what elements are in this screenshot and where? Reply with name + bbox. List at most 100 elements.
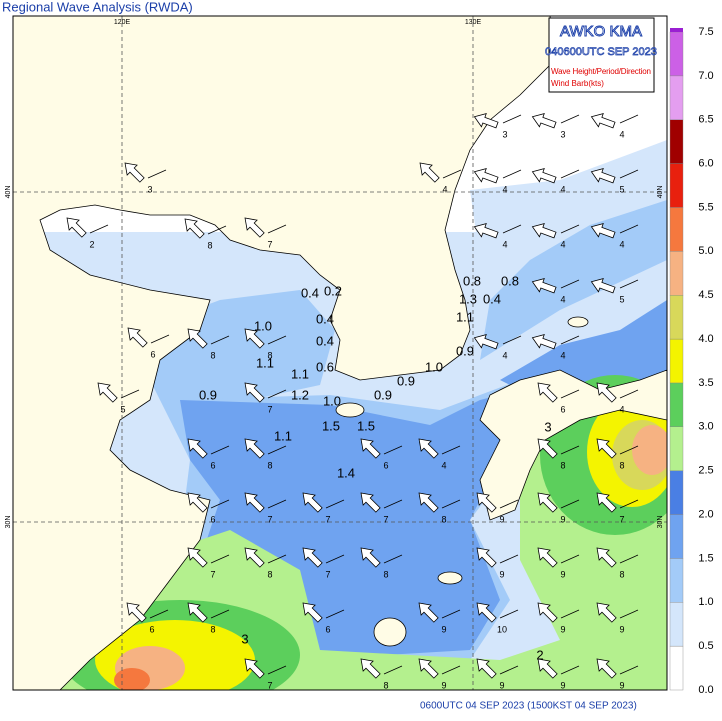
arrow-shape — [531, 113, 557, 129]
legend-line: Wind Barb(kts) — [551, 79, 604, 88]
colorbar-swatch — [669, 119, 684, 164]
wave-arrow — [473, 223, 499, 239]
arrow-shape — [537, 547, 558, 568]
wind-barb — [560, 335, 580, 345]
sea-level-10 — [114, 668, 150, 690]
arrow-shape — [244, 328, 265, 349]
wind-barb — [441, 445, 461, 455]
colorbar-swatch — [669, 163, 684, 208]
wave-period: 5 — [619, 184, 624, 194]
wind-barb — [383, 445, 403, 455]
wind-barb — [210, 445, 230, 455]
wave-arrow — [187, 602, 208, 623]
wind-barb — [267, 335, 287, 345]
wind-barb — [442, 169, 462, 179]
wind-barb — [383, 554, 403, 564]
wave-period: 3 — [502, 129, 507, 139]
arrow-shape — [596, 602, 617, 623]
wind-barb — [210, 335, 230, 345]
wave-arrow — [187, 492, 208, 513]
wave-arrow — [537, 658, 558, 679]
wave-period: 8 — [383, 569, 388, 579]
colorbar-swatch — [669, 382, 684, 427]
arrow-shape — [244, 547, 265, 568]
arrow-shape — [187, 328, 208, 349]
arrow-shape — [476, 602, 497, 623]
wave-period: 7 — [619, 514, 624, 524]
wave-arrow — [418, 602, 439, 623]
wave-period: 9 — [499, 680, 504, 690]
wave-arrow — [187, 328, 208, 349]
wave-period: 4 — [619, 404, 624, 414]
wind-barb — [267, 665, 287, 675]
arrow-shape — [418, 602, 439, 623]
arrow-shape — [531, 278, 557, 294]
wave-height-label: 0.4 — [316, 311, 334, 326]
wind-barb — [619, 554, 639, 564]
wave-period: 7 — [325, 514, 330, 524]
wave-period: 4 — [502, 350, 507, 360]
wind-barb — [499, 554, 519, 564]
wind-barb — [560, 499, 580, 509]
arrow-shape — [537, 492, 558, 513]
wind-barb — [619, 609, 639, 619]
arrow-shape — [97, 382, 118, 403]
wave-arrow — [244, 492, 265, 513]
wave-height-label: 1.0 — [425, 359, 443, 374]
lat-label: 40N — [5, 186, 12, 199]
wind-barb — [619, 279, 639, 289]
wave-arrow — [187, 547, 208, 568]
wave-arrow — [476, 547, 497, 568]
wave-period: 9 — [619, 680, 624, 690]
colorbar-label: 6.5 — [698, 114, 713, 126]
arrow-shape — [187, 438, 208, 459]
wind-barb — [207, 225, 227, 235]
map-labels: 0.8 0.8 1.3 0.4 1.1 0.9 1.0 0.9 0.9 0.4 0.2 0.4 0.4 0… — [66, 113, 639, 690]
arrow-shape — [418, 438, 439, 459]
wind-barb — [325, 499, 345, 509]
wind-barb — [502, 335, 522, 345]
mainland — [13, 16, 556, 690]
wave-period: 3 — [147, 184, 152, 194]
wind-barb — [560, 609, 580, 619]
colorbar-label: 1.0 — [698, 596, 713, 608]
wave-height-label: 0.9 — [397, 373, 415, 388]
wind-barb — [383, 499, 403, 509]
wave-height-label: 1.0 — [323, 393, 341, 408]
wind-barb — [499, 609, 519, 619]
wind-barb — [267, 224, 287, 234]
wave-period: 8 — [619, 569, 624, 579]
wave-height-label: 1.3 — [459, 291, 477, 306]
arrow-shape — [360, 492, 381, 513]
wave-period: 4 — [560, 239, 565, 249]
wind-barb — [619, 665, 639, 675]
wave-arrow — [590, 278, 616, 294]
wave-arrow — [473, 113, 499, 129]
arrow-shape — [187, 492, 208, 513]
arrow-shape — [127, 327, 148, 348]
wave-height-label: 1.2 — [291, 387, 309, 402]
arrow-shape — [244, 492, 265, 513]
wave-period: 7 — [383, 514, 388, 524]
arrow-shape — [418, 658, 439, 679]
wave-period: 9 — [499, 569, 504, 579]
wave-period: 9 — [560, 514, 565, 524]
arrow-shape — [537, 382, 558, 403]
colorbar: 0.0 0.5 1.0 1.5 2.0 2.5 3.0 3.5 4.0 4.5 5.0 5.5 6.0 6… — [669, 26, 714, 696]
wind-barb — [499, 499, 519, 509]
arrow-shape — [360, 547, 381, 568]
wave-period: 7 — [267, 514, 272, 524]
wave-period: 2 — [89, 239, 94, 249]
wave-period: 4 — [502, 239, 507, 249]
wave-arrow — [244, 217, 265, 238]
jeju — [335, 402, 365, 418]
wave-period: 8 — [267, 460, 272, 470]
map-area — [13, 16, 667, 690]
wave-height-label: 0.4 — [483, 291, 501, 306]
wave-arrow — [596, 438, 617, 459]
arrow-shape — [537, 438, 558, 459]
arrow-shape — [302, 602, 323, 623]
arrow-shape — [244, 382, 265, 403]
wave-arrow — [531, 223, 557, 239]
colorbar-swatch — [669, 514, 684, 559]
